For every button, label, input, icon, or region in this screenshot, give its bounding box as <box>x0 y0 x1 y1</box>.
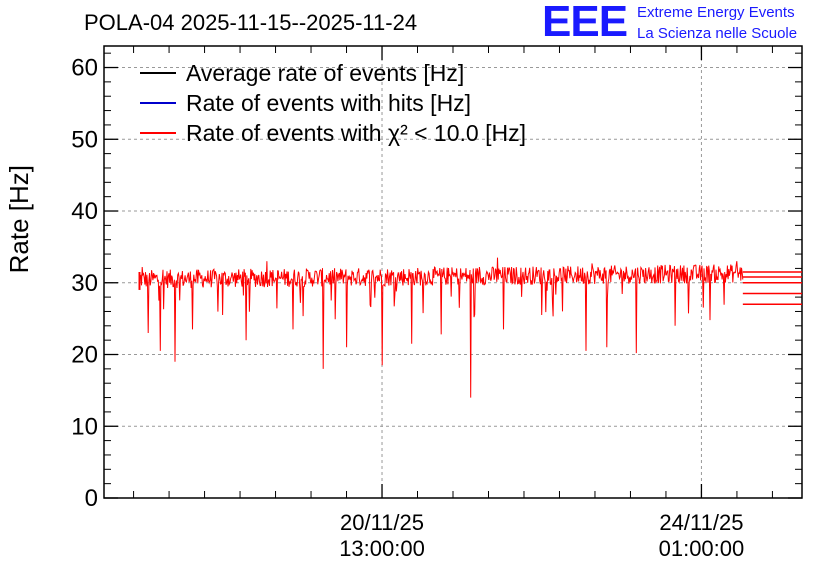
y-tick-label: 10 <box>71 413 98 440</box>
y-tick-label: 30 <box>71 270 98 297</box>
legend-entry-average: Average rate of events [Hz] <box>140 60 464 87</box>
y-tick-label: 0 <box>85 485 98 512</box>
y-tick-label: 50 <box>71 126 98 153</box>
legend-label-average: Average rate of events [Hz] <box>186 60 465 86</box>
eee-logo-icon: EEE <box>542 0 628 46</box>
legend-swatch-hits <box>140 101 176 104</box>
legend-entry-hits: Rate of events with hits [Hz] <box>140 90 471 117</box>
y-tick-label: 40 <box>71 198 98 225</box>
chart-title: POLA-04 2025-11-15--2025-11-24 <box>84 10 418 35</box>
legend-swatch-average <box>140 71 176 74</box>
grid-lines <box>104 46 802 498</box>
legend-label-chi2: Rate of events with χ² < 10.0 [Hz] <box>186 120 526 146</box>
x-tick-time-2: 01:00:00 <box>658 536 745 561</box>
x-tick-label-2: 24/11/25 01:00:00 <box>631 510 771 562</box>
legend-swatch-chi2 <box>140 131 176 134</box>
x-tick-date-1: 20/11/25 <box>340 510 425 535</box>
x-axis-ticks <box>133 46 773 498</box>
y-tick-label: 20 <box>71 342 98 369</box>
series-group <box>138 257 802 398</box>
x-tick-date-2: 24/11/25 <box>659 510 744 535</box>
logo-text-line2: La Scienza nelle Scuole <box>637 25 798 42</box>
y-axis-label: Rate [Hz] <box>4 165 34 274</box>
series-line-chi2 <box>139 257 744 398</box>
legend-label-hits: Rate of events with hits [Hz] <box>186 90 472 116</box>
y-tick-label: 60 <box>71 55 98 82</box>
x-tick-label-1: 20/11/25 13:00:00 <box>312 510 452 562</box>
x-tick-time-1: 13:00:00 <box>339 536 425 561</box>
legend-entry-chi2: Rate of events with χ² < 10.0 [Hz] <box>140 120 526 147</box>
y-axis-ticks: 0 10 20 30 40 50 60 <box>71 52 802 512</box>
logo-text-line1: Extreme Energy Events <box>637 4 795 21</box>
